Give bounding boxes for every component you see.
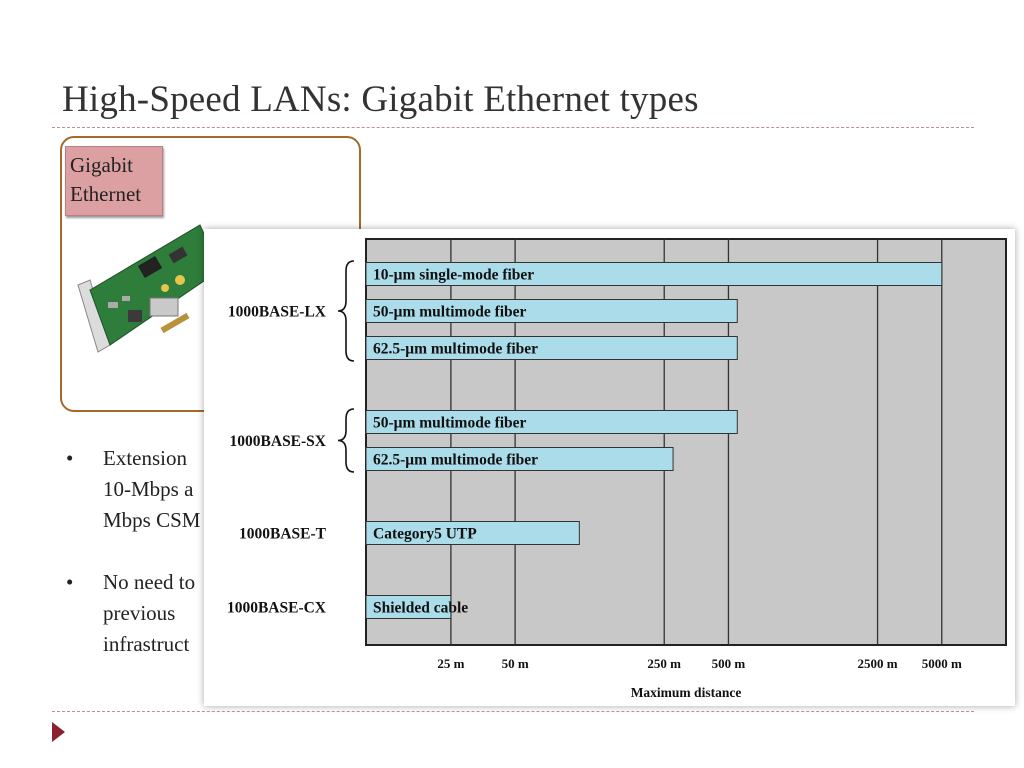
bullet-text: No need to previous infrastruct (103, 570, 196, 656)
x-tick-label: 500 m (712, 656, 746, 671)
bar (365, 299, 738, 323)
x-tick-label: 5000 m (922, 656, 962, 671)
group-label: 1000BASE-SX (230, 433, 327, 450)
x-tick-label: 25 m (437, 656, 464, 671)
x-axis-label: Maximum distance (631, 685, 742, 700)
bar-label: 50-μm multimode fiber (373, 415, 527, 432)
bar-label: 62.5-μm multimode fiber (373, 341, 538, 358)
group-brace (337, 408, 355, 473)
slide-title: High-Speed LANs: Gigabit Ethernet types (62, 79, 699, 120)
group-label: 1000BASE-T (239, 526, 327, 543)
bar-label: 62.5-μm multimode fiber (373, 452, 538, 469)
bullet-list: • Extension 10-Mbps a Mbps CSM • No need… (66, 443, 216, 691)
bar (365, 447, 674, 471)
gigabit-distance-chart: 25 m 50 m 250 m 500 m 2500 m 5000 m Maximum di… (227, 238, 1007, 700)
bar (365, 336, 738, 360)
footer-arrow-icon (52, 722, 65, 742)
x-tick-label: 250 m (647, 656, 681, 671)
bar (365, 410, 738, 434)
group-label: 1000BASE-CX (227, 600, 327, 617)
title-divider (52, 127, 974, 128)
bullet-marker: • (66, 570, 74, 594)
bar (365, 262, 943, 286)
network-card-image (77, 224, 220, 353)
bullet-text: Extension 10-Mbps a Mbps CSM (103, 446, 201, 532)
image-label: Gigabit Ethernet (70, 153, 142, 206)
group-label: 1000BASE-LX (228, 304, 327, 321)
bullet-item: • Extension 10-Mbps a Mbps CSM (66, 443, 216, 536)
bullet-item: • No need to previous infrastruct (66, 567, 216, 660)
group-brace (337, 260, 355, 362)
bar-label: Category5 UTP (373, 526, 477, 543)
bottom-divider (52, 711, 974, 712)
bar (365, 521, 580, 545)
bar-label: 10-μm single-mode fiber (373, 267, 534, 284)
bar (365, 595, 452, 619)
bullet-marker: • (66, 446, 74, 470)
image-label-box: Gigabit Ethernet (65, 146, 163, 216)
bar-label: 50-μm multimode fiber (373, 304, 527, 321)
bar-label: Shielded cable (373, 600, 468, 617)
chart-panel: 25 m 50 m 250 m 500 m 2500 m 5000 m Maximum di… (204, 229, 1015, 706)
x-tick-label: 50 m (502, 656, 529, 671)
x-tick-label: 2500 m (858, 656, 898, 671)
